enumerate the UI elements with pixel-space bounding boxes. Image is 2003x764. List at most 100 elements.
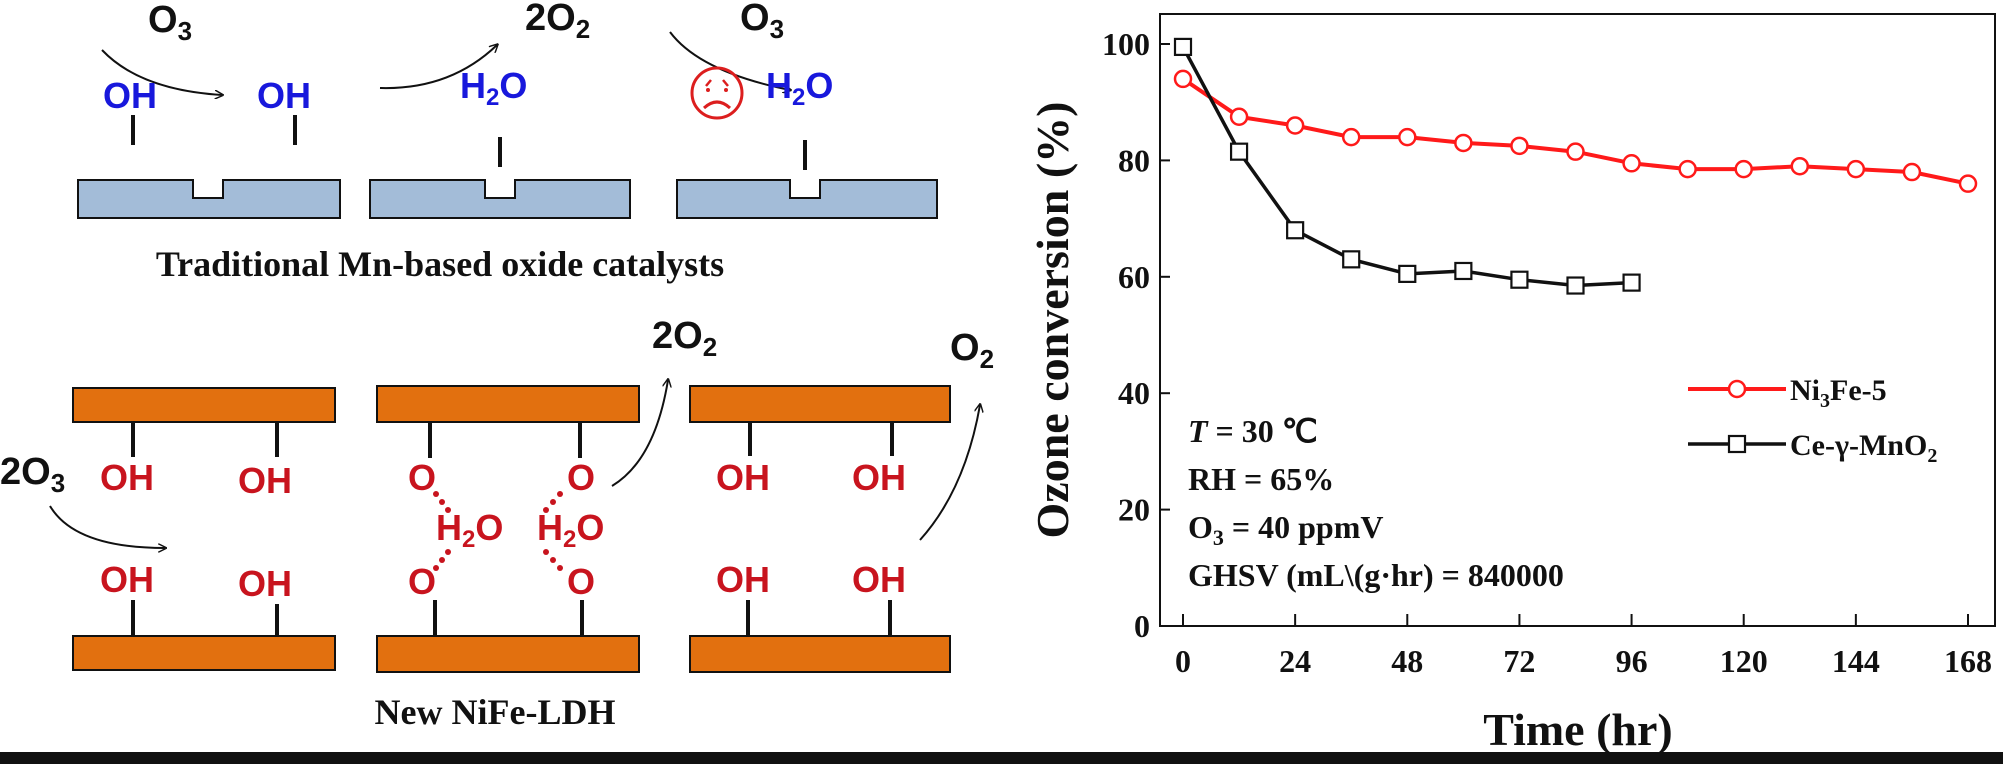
x-tick-label: 120 (1720, 643, 1768, 679)
bottom-oh-8: OH (852, 559, 906, 600)
top-slab-3 (676, 179, 938, 219)
bottom-h2o-2: H2O (537, 507, 604, 553)
data-point-ce-mno2 (1286, 221, 1305, 240)
data-point-ni3fe (1454, 133, 1473, 153)
top-molecule-2o2: 2O2 (525, 0, 590, 44)
bottom-top-slab-2 (376, 385, 640, 423)
plot-frame (1159, 13, 1996, 627)
data-point-ni3fe (1566, 142, 1585, 161)
annotation-humidity: RH = 65% (1188, 461, 1334, 497)
x-tick-label: 24 (1279, 643, 1311, 679)
x-tick-label: 144 (1832, 643, 1880, 679)
data-point-ni3fe (1958, 174, 1978, 193)
data-point-ce-mno2 (1622, 273, 1641, 292)
x-axis: 0 24 48 72 96 120 144 168 (1175, 614, 1992, 679)
bottom-oh-6: OH (852, 457, 906, 498)
legend-label-ni3fe: Ni3Fe-5 (1790, 374, 1887, 412)
annotation-ghsv: GHSV (mL\(g·hr) = 840000 (1188, 557, 1564, 593)
bottom-oh-5: OH (716, 457, 770, 498)
data-point-ce-mno2 (1173, 37, 1193, 57)
bottom-oh-7: OH (716, 559, 770, 600)
bottom-oh-4: OH (238, 563, 292, 604)
legend-label-ce: Ce-γ-MnO2 (1790, 429, 1937, 467)
bottom-o-1: O (408, 457, 436, 498)
top-slab-1 (77, 179, 341, 219)
bottom-bottom-slab-1 (72, 635, 336, 671)
top-arrow-3 (669, 31, 790, 90)
legend-marker-ni3fe (1727, 379, 1747, 399)
bottom-oh-3: OH (100, 559, 154, 600)
y-axis-label: Ozone conversion (%) (1027, 102, 1078, 539)
data-point-ni3fe (1846, 159, 1866, 179)
nife-ldh-panel: 2O3 OH OH OH OH 2O2 O O O O H2O H2O O2 O… (0, 315, 994, 732)
bottom-oh-1: OH (100, 457, 154, 498)
data-point-ni3fe (1678, 159, 1697, 179)
data-point-ni3fe (1285, 116, 1305, 135)
ozone-conversion-chart: 0 20 40 60 80 100 0 24 48 72 96 120 144 168 Ozone co… (1027, 13, 1996, 755)
bottom-arrow-right (919, 405, 980, 541)
bottom-o-4: O (567, 561, 595, 602)
y-tick-label: 40 (1118, 375, 1150, 411)
top-molecule-o3-left: O3 (148, 0, 192, 46)
top-caption: Traditional Mn-based oxide catalysts (156, 244, 724, 284)
top-oh-2: OH (257, 75, 311, 116)
bottom-arrow-mid (611, 380, 668, 487)
bottom-h2o-1: H2O (436, 507, 503, 553)
bottom-top-slab-3 (689, 385, 951, 423)
top-h2o-2: H2O (766, 65, 833, 111)
legend: Ni3Fe-5 Ce-γ-MnO2 (1688, 374, 1937, 467)
data-point-ni3fe (1229, 107, 1249, 126)
bottom-caption: New NiFe-LDH (375, 692, 616, 732)
bottom-bottom-slab-3 (689, 635, 951, 673)
y-tick-label: 0 (1134, 608, 1150, 644)
top-arrow-1 (101, 49, 222, 95)
x-tick-label: 168 (1944, 643, 1992, 679)
data-point-ce-mno2 (1342, 250, 1361, 269)
bottom-oh-2: OH (238, 460, 292, 501)
annotation-ozone: O3 = 40 ppmV (1188, 509, 1383, 550)
data-point-ce-mno2 (1454, 261, 1473, 281)
x-tick-label: 0 (1175, 643, 1191, 679)
bottom-arrow-left (49, 505, 165, 548)
x-axis-label: Time (hr) (1483, 704, 1673, 755)
top-slab-2 (369, 179, 631, 219)
data-point-ni3fe (1173, 69, 1193, 89)
bottom-border (0, 752, 2003, 764)
top-h2o-1: H2O (460, 65, 527, 111)
legend-marker-ce (1727, 434, 1747, 454)
data-point-ni3fe (1790, 156, 1810, 176)
data-point-ni3fe (1734, 159, 1753, 179)
series-line-ce-mno2 (1181, 46, 1632, 288)
data-point-ni3fe (1622, 154, 1641, 173)
data-point-ni3fe (1398, 127, 1417, 147)
annotation-temperature: T = 30 ℃ (1188, 413, 1318, 449)
data-point-ni3fe (1902, 162, 1922, 182)
x-tick-label: 72 (1503, 643, 1535, 679)
y-tick-label: 80 (1118, 142, 1150, 178)
bottom-o2: O2 (950, 327, 994, 374)
x-tick-label: 48 (1391, 643, 1423, 679)
bottom-2o3: 2O3 (0, 451, 65, 498)
top-arrow-2 (379, 45, 497, 90)
sad-face-icon (690, 66, 744, 120)
bottom-2o2: 2O2 (652, 315, 717, 362)
top-oh-1: OH (103, 75, 157, 116)
series-markers (1173, 37, 1978, 295)
data-point-ce-mno2 (1229, 142, 1249, 161)
y-tick-label: 100 (1102, 26, 1150, 62)
data-point-ni3fe (1341, 127, 1361, 147)
bottom-o-2: O (567, 457, 595, 498)
data-point-ce-mno2 (1510, 270, 1529, 289)
traditional-panel: O3 2O2 O3 OH OH H2O H2O Traditional Mn- (77, 0, 938, 284)
bottom-o-3: O (408, 561, 436, 602)
top-molecule-o3-right: O3 (740, 0, 784, 44)
hydrogen-bond-dots (433, 491, 563, 571)
y-tick-label: 60 (1118, 259, 1150, 295)
data-point-ce-mno2 (1398, 264, 1417, 283)
bottom-top-slab-1 (72, 387, 336, 423)
data-point-ni3fe (1510, 136, 1529, 156)
y-tick-label: 20 (1118, 492, 1150, 528)
data-point-ce-mno2 (1566, 276, 1585, 295)
y-axis: 0 20 40 60 80 100 (1102, 26, 1170, 644)
